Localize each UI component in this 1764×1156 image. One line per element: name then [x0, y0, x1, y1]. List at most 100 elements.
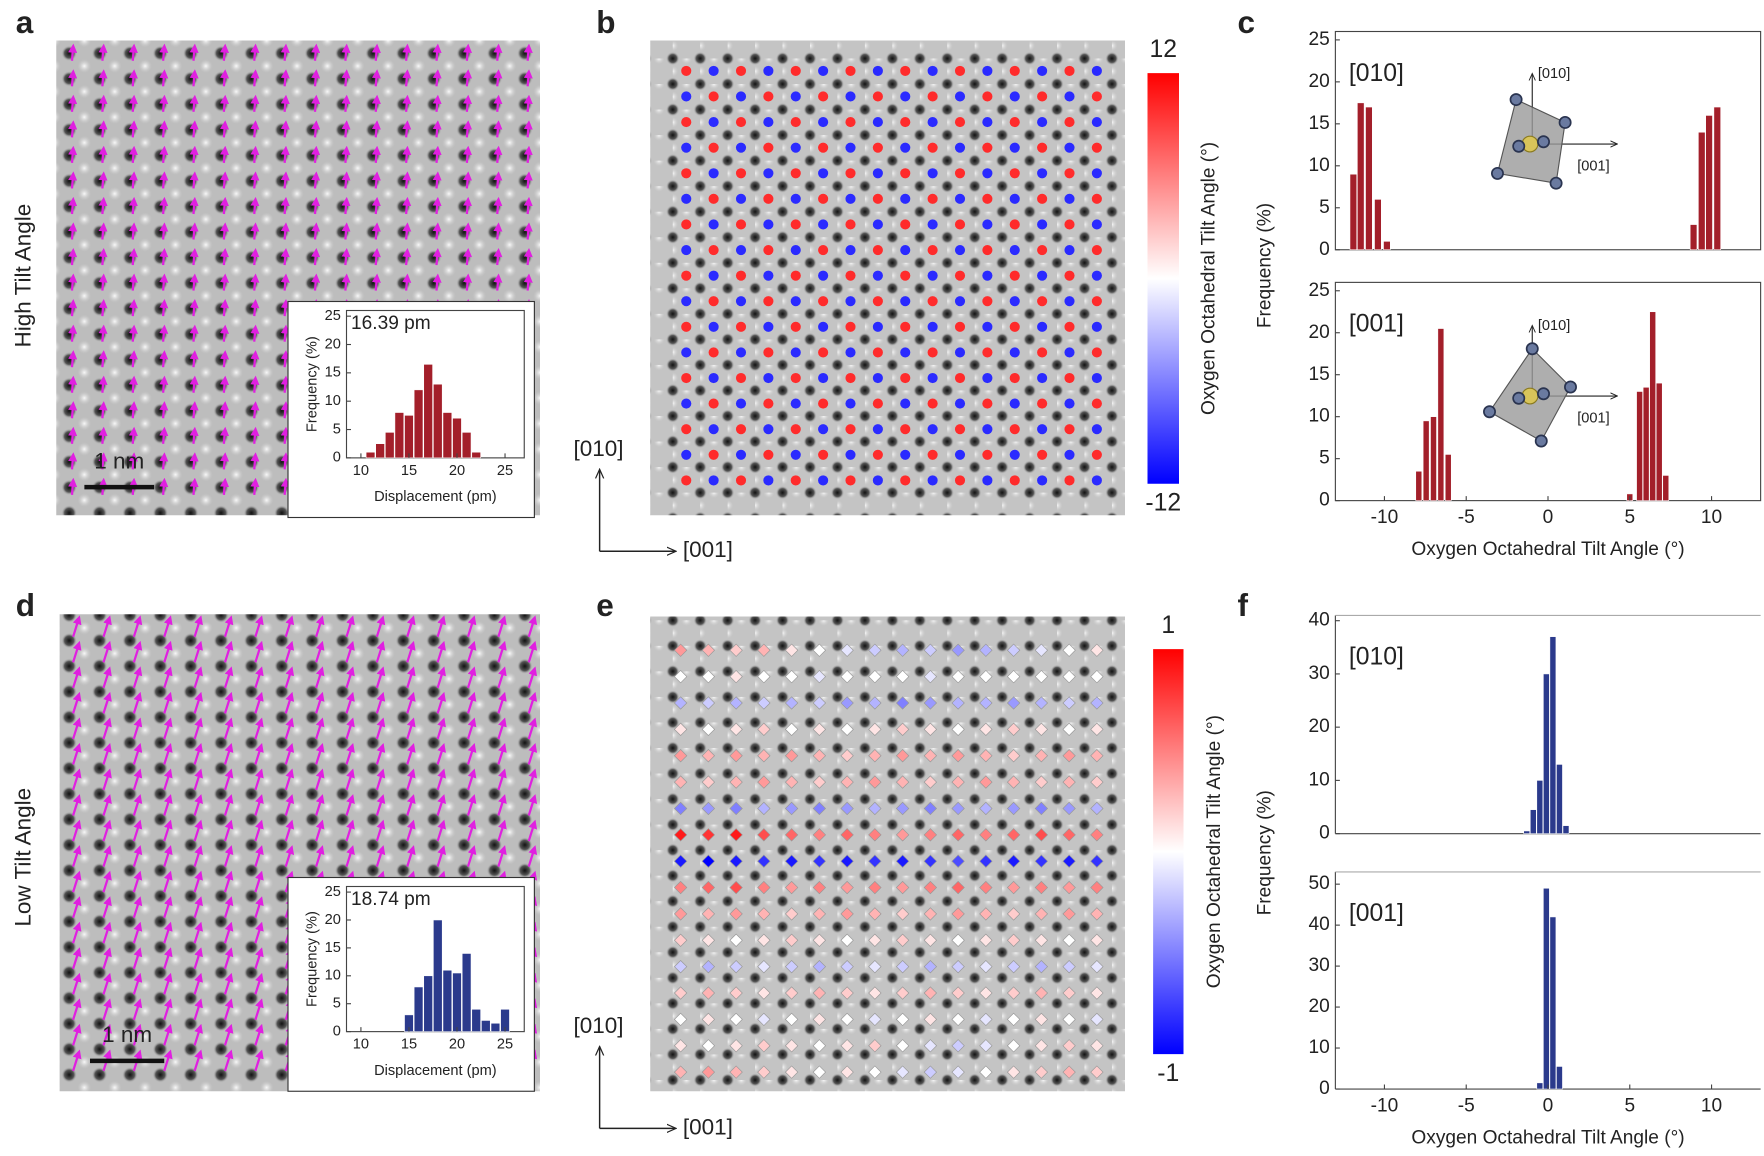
tilt-marker	[812, 1039, 827, 1053]
displacement-arrow	[463, 43, 473, 61]
tilt-marker	[1090, 696, 1104, 710]
displacement-arrow	[280, 477, 290, 495]
displacement-arrow	[466, 691, 477, 714]
displacement-arrow	[128, 196, 138, 215]
bar	[1349, 173, 1358, 251]
tilt-marker	[840, 1012, 854, 1027]
tilt-marker	[673, 669, 688, 684]
displacement-arrow	[493, 247, 503, 266]
tilt-marker	[708, 475, 719, 486]
tilt-marker	[1062, 801, 1076, 816]
tilt-marker	[681, 424, 692, 435]
tilt-marker	[1009, 142, 1020, 153]
displacement-arrow	[497, 845, 507, 867]
tilt-marker	[868, 1065, 882, 1079]
tilt-marker	[1006, 1012, 1021, 1027]
tilt-marker	[701, 1039, 716, 1053]
tilt-marker	[681, 65, 692, 76]
displacement-arrow	[311, 273, 321, 291]
displacement-arrow	[254, 743, 264, 765]
displacement-arrow	[189, 273, 199, 291]
tilt-marker	[840, 696, 854, 710]
displacement-arrow	[193, 972, 203, 995]
bar	[1556, 764, 1563, 834]
tilt-marker	[708, 270, 719, 281]
tilt-marker	[673, 1012, 688, 1027]
oxygen-atom	[1512, 139, 1526, 153]
tilt-marker	[840, 959, 854, 974]
tilt-marker	[1009, 398, 1020, 409]
displacement-arrow	[284, 640, 295, 663]
tilt-marker	[708, 321, 719, 332]
tilt-marker	[763, 398, 774, 409]
displacement-arrow	[159, 299, 169, 317]
displacement-arrow	[527, 691, 538, 714]
displacement-arrow	[527, 717, 538, 740]
displacement-arrow	[220, 43, 230, 61]
displacement-arrow	[189, 222, 199, 240]
displacement-arrow	[493, 196, 503, 215]
tilt-marker	[757, 907, 771, 921]
tilt-marker	[954, 270, 966, 281]
tilt-marker	[1006, 669, 1021, 684]
annotation: 18.74 pm	[351, 889, 431, 910]
oxygen-atom	[1537, 135, 1550, 149]
bar	[1549, 636, 1557, 834]
tilt-marker	[784, 828, 799, 842]
displacement-arrow	[159, 196, 169, 215]
tilt-marker	[1090, 828, 1104, 842]
tilt-marker	[1062, 696, 1076, 710]
displacement-arrow	[132, 768, 143, 791]
displacement-arrow	[254, 794, 264, 816]
tilt-marker	[1091, 398, 1102, 409]
displacement-arrow	[223, 666, 234, 689]
displacement-arrow	[436, 794, 446, 816]
tilt-marker	[868, 907, 882, 921]
displacement-arrow	[102, 691, 112, 714]
displacement-arrow	[493, 69, 503, 87]
displacement-arrow	[315, 615, 325, 638]
colorbar	[1147, 73, 1179, 484]
displacement-arrow	[223, 1023, 234, 1046]
displacement-arrow	[523, 222, 533, 240]
tilt-marker	[1009, 219, 1020, 230]
bar	[1649, 311, 1656, 501]
displacement-arrow	[493, 94, 503, 112]
y-axis-label: Frequency (%)	[1255, 790, 1276, 915]
tilt-marker	[872, 398, 883, 409]
tilt-marker	[681, 244, 692, 256]
displacement-arrow	[497, 819, 507, 842]
displacement-arrow	[250, 43, 260, 61]
tilt-marker	[868, 880, 882, 895]
tilt-marker	[982, 475, 993, 486]
tilt-marker	[1009, 244, 1020, 256]
displacement-arrow	[193, 743, 203, 765]
x-tick-label: 10	[353, 1037, 369, 1053]
tilt-marker	[845, 91, 856, 102]
displacement-arrow	[193, 921, 203, 944]
tilt-marker	[954, 321, 966, 332]
tilt-marker	[1006, 749, 1021, 763]
displacement-arrow	[284, 819, 295, 842]
displacement-arrow	[345, 717, 355, 740]
bar	[365, 451, 376, 459]
tilt-marker	[1009, 117, 1020, 128]
oxygen-atom	[1537, 387, 1550, 401]
displacement-arrow	[523, 171, 533, 189]
tilt-marker	[951, 775, 965, 789]
displacement-arrow	[163, 691, 173, 714]
y-tick-label: 5	[1319, 197, 1330, 218]
displacement-arrow	[223, 717, 234, 740]
tilt-marker	[1064, 372, 1075, 384]
displacement-arrow	[523, 43, 533, 61]
tilt-marker	[1037, 347, 1048, 358]
displacement-arrow	[375, 743, 386, 765]
tilt-marker	[1091, 91, 1102, 102]
tilt-marker	[673, 722, 688, 737]
tilt-marker	[1006, 1065, 1021, 1079]
tilt-marker	[1006, 880, 1021, 895]
displacement-arrow	[220, 145, 230, 163]
tilt-marker	[1034, 722, 1049, 737]
tilt-marker	[757, 696, 771, 710]
displacement-arrow	[159, 426, 169, 444]
